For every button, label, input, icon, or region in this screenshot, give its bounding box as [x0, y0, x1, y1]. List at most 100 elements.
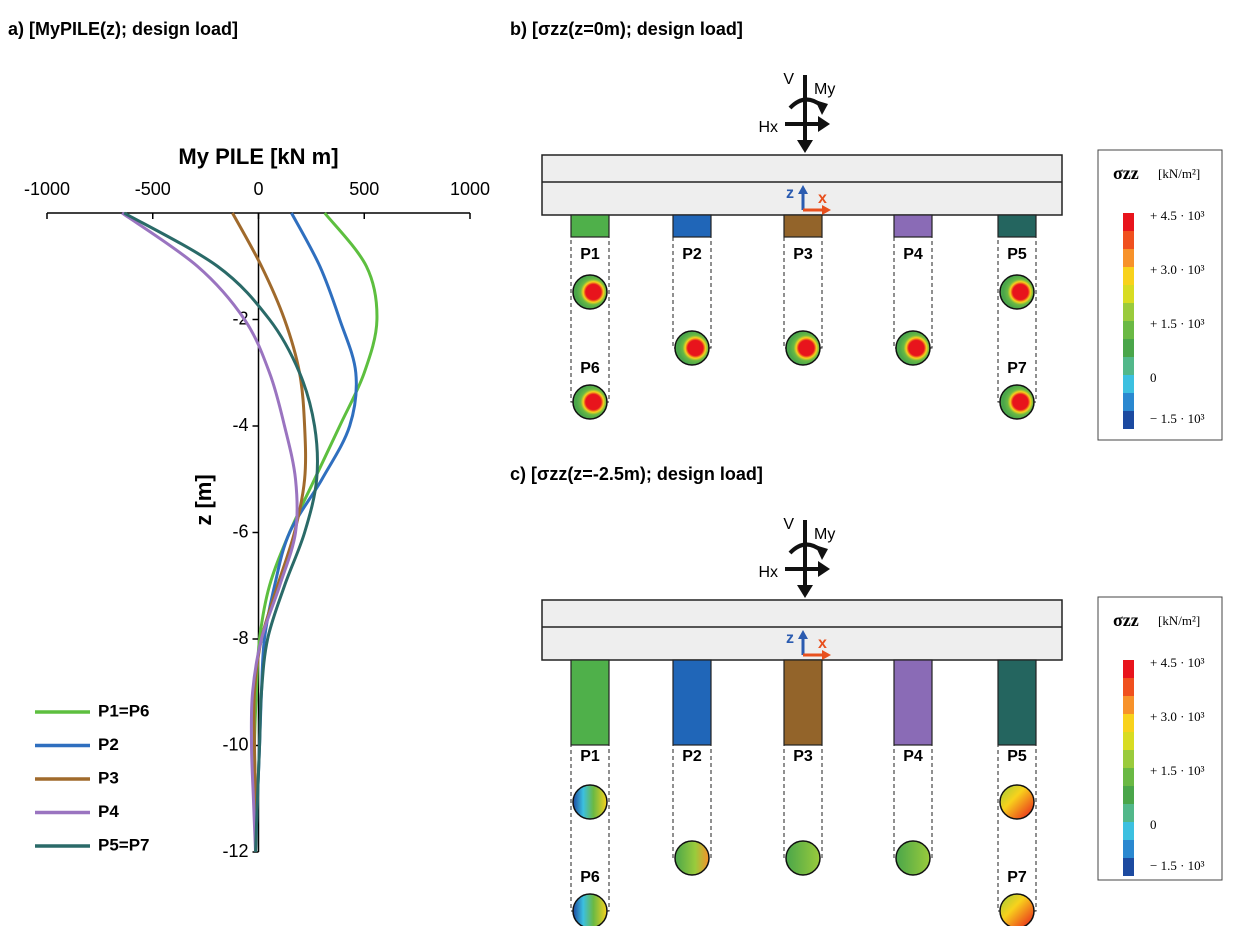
stress-section — [786, 841, 820, 875]
pile-label: P3 — [793, 748, 813, 765]
pile-label: P1 — [580, 748, 600, 765]
colorbar-segment — [1123, 750, 1134, 768]
colorbar-segment — [1123, 267, 1134, 285]
colorbar-label: 0 — [1150, 817, 1157, 832]
y-axis-label: z [m] — [191, 474, 216, 525]
pile-outline — [894, 660, 932, 745]
pile-label: P7 — [1007, 869, 1027, 886]
pile-outline — [784, 660, 822, 745]
pile-label: P3 — [793, 246, 813, 263]
x-tick-label: 1000 — [450, 179, 490, 199]
arrowhead — [815, 545, 828, 560]
y-tick-label: -10 — [222, 734, 248, 754]
stress-section — [896, 841, 930, 875]
pile-label: P5 — [1007, 246, 1027, 263]
legend-label: P2 — [98, 735, 119, 754]
load-label: My — [814, 81, 835, 98]
colorbar-label: + 3.0 · 10³ — [1150, 709, 1205, 724]
stress-section — [1000, 385, 1034, 419]
arrowhead — [815, 100, 828, 115]
legend-title: σzz — [1113, 610, 1139, 630]
pile-outline — [998, 660, 1036, 745]
colorbar-segment — [1123, 714, 1134, 732]
pile-label: P2 — [682, 748, 702, 765]
colorbar-segment — [1123, 804, 1134, 822]
legend-box — [1098, 150, 1222, 440]
stress-section — [786, 331, 820, 365]
stress-section — [573, 894, 607, 926]
stress-section — [1000, 275, 1034, 309]
legend-label: P3 — [98, 768, 119, 787]
colorbar-label: − 1.5 · 10³ — [1150, 858, 1205, 873]
legend-box — [1098, 597, 1222, 880]
stress-section — [675, 331, 709, 365]
stress-section — [1000, 894, 1034, 926]
pile-label: P1 — [580, 246, 600, 263]
load-label: V — [783, 71, 794, 88]
axis-label: z — [786, 630, 794, 647]
colorbar-segment — [1123, 660, 1134, 678]
panel-title: c) [σzz(z=-2.5m); design load] — [510, 464, 763, 484]
load-label: Hx — [758, 564, 778, 581]
y-tick-label: -12 — [222, 841, 248, 861]
legend-label: P1=P6 — [98, 701, 150, 720]
arrowhead — [818, 116, 830, 132]
x-tick-label: 500 — [349, 179, 379, 199]
colorbar-label: + 1.5 · 10³ — [1150, 316, 1205, 331]
pile-label: P4 — [903, 748, 923, 765]
stress-section — [573, 785, 607, 819]
colorbar-segment — [1123, 375, 1134, 393]
colorbar-segment — [1123, 678, 1134, 696]
colorbar-label: + 4.5 · 10³ — [1150, 208, 1205, 223]
pile-outline — [894, 215, 932, 237]
pile-outline — [673, 660, 711, 745]
pile-outline — [998, 215, 1036, 237]
legend-label: P5=P7 — [98, 835, 150, 854]
stress-section — [573, 275, 607, 309]
x-axis-label: My PILE [kN m] — [178, 144, 338, 169]
y-tick-label: -6 — [232, 521, 248, 541]
colorbar-segment — [1123, 858, 1134, 876]
panel-title: a) [MyPILE(z); design load] — [8, 19, 238, 39]
pile-outline — [784, 215, 822, 237]
legend-title: σzz — [1113, 163, 1139, 183]
y-tick-label: -8 — [232, 628, 248, 648]
legend-unit: [kN/m²] — [1158, 613, 1200, 628]
colorbar-segment — [1123, 786, 1134, 804]
colorbar-label: 0 — [1150, 370, 1157, 385]
colorbar-label: − 1.5 · 10³ — [1150, 411, 1205, 426]
pile-label: P6 — [580, 360, 600, 377]
colorbar-label: + 1.5 · 10³ — [1150, 763, 1205, 778]
colorbar-segment — [1123, 357, 1134, 375]
colorbar-segment — [1123, 303, 1134, 321]
colorbar-label: + 4.5 · 10³ — [1150, 655, 1205, 670]
pile-label: P5 — [1007, 748, 1027, 765]
pile-outline — [673, 215, 711, 237]
pile-label: P2 — [682, 246, 702, 263]
colorbar-segment — [1123, 285, 1134, 303]
y-tick-label: -4 — [232, 415, 248, 435]
axis-label: x — [818, 635, 827, 652]
x-tick-label: -500 — [135, 179, 171, 199]
colorbar-segment — [1123, 231, 1134, 249]
series-line — [254, 213, 377, 852]
load-label: Hx — [758, 119, 778, 136]
arrowhead — [797, 585, 813, 598]
colorbar-segment — [1123, 411, 1134, 429]
arrowhead — [818, 561, 830, 577]
colorbar-segment — [1123, 213, 1134, 231]
legend-unit: [kN/m²] — [1158, 166, 1200, 181]
colorbar-segment — [1123, 732, 1134, 750]
colorbar-segment — [1123, 321, 1134, 339]
pile-outline — [571, 215, 609, 237]
x-tick-label: -1000 — [24, 179, 70, 199]
stress-section — [675, 841, 709, 875]
colorbar-segment — [1123, 696, 1134, 714]
load-label: V — [783, 516, 794, 533]
pile-label: P6 — [580, 869, 600, 886]
panel-title: b) [σzz(z=0m); design load] — [510, 19, 743, 39]
pile-label: P7 — [1007, 360, 1027, 377]
colorbar-segment — [1123, 822, 1134, 840]
colorbar-segment — [1123, 249, 1134, 267]
arrowhead — [797, 140, 813, 153]
